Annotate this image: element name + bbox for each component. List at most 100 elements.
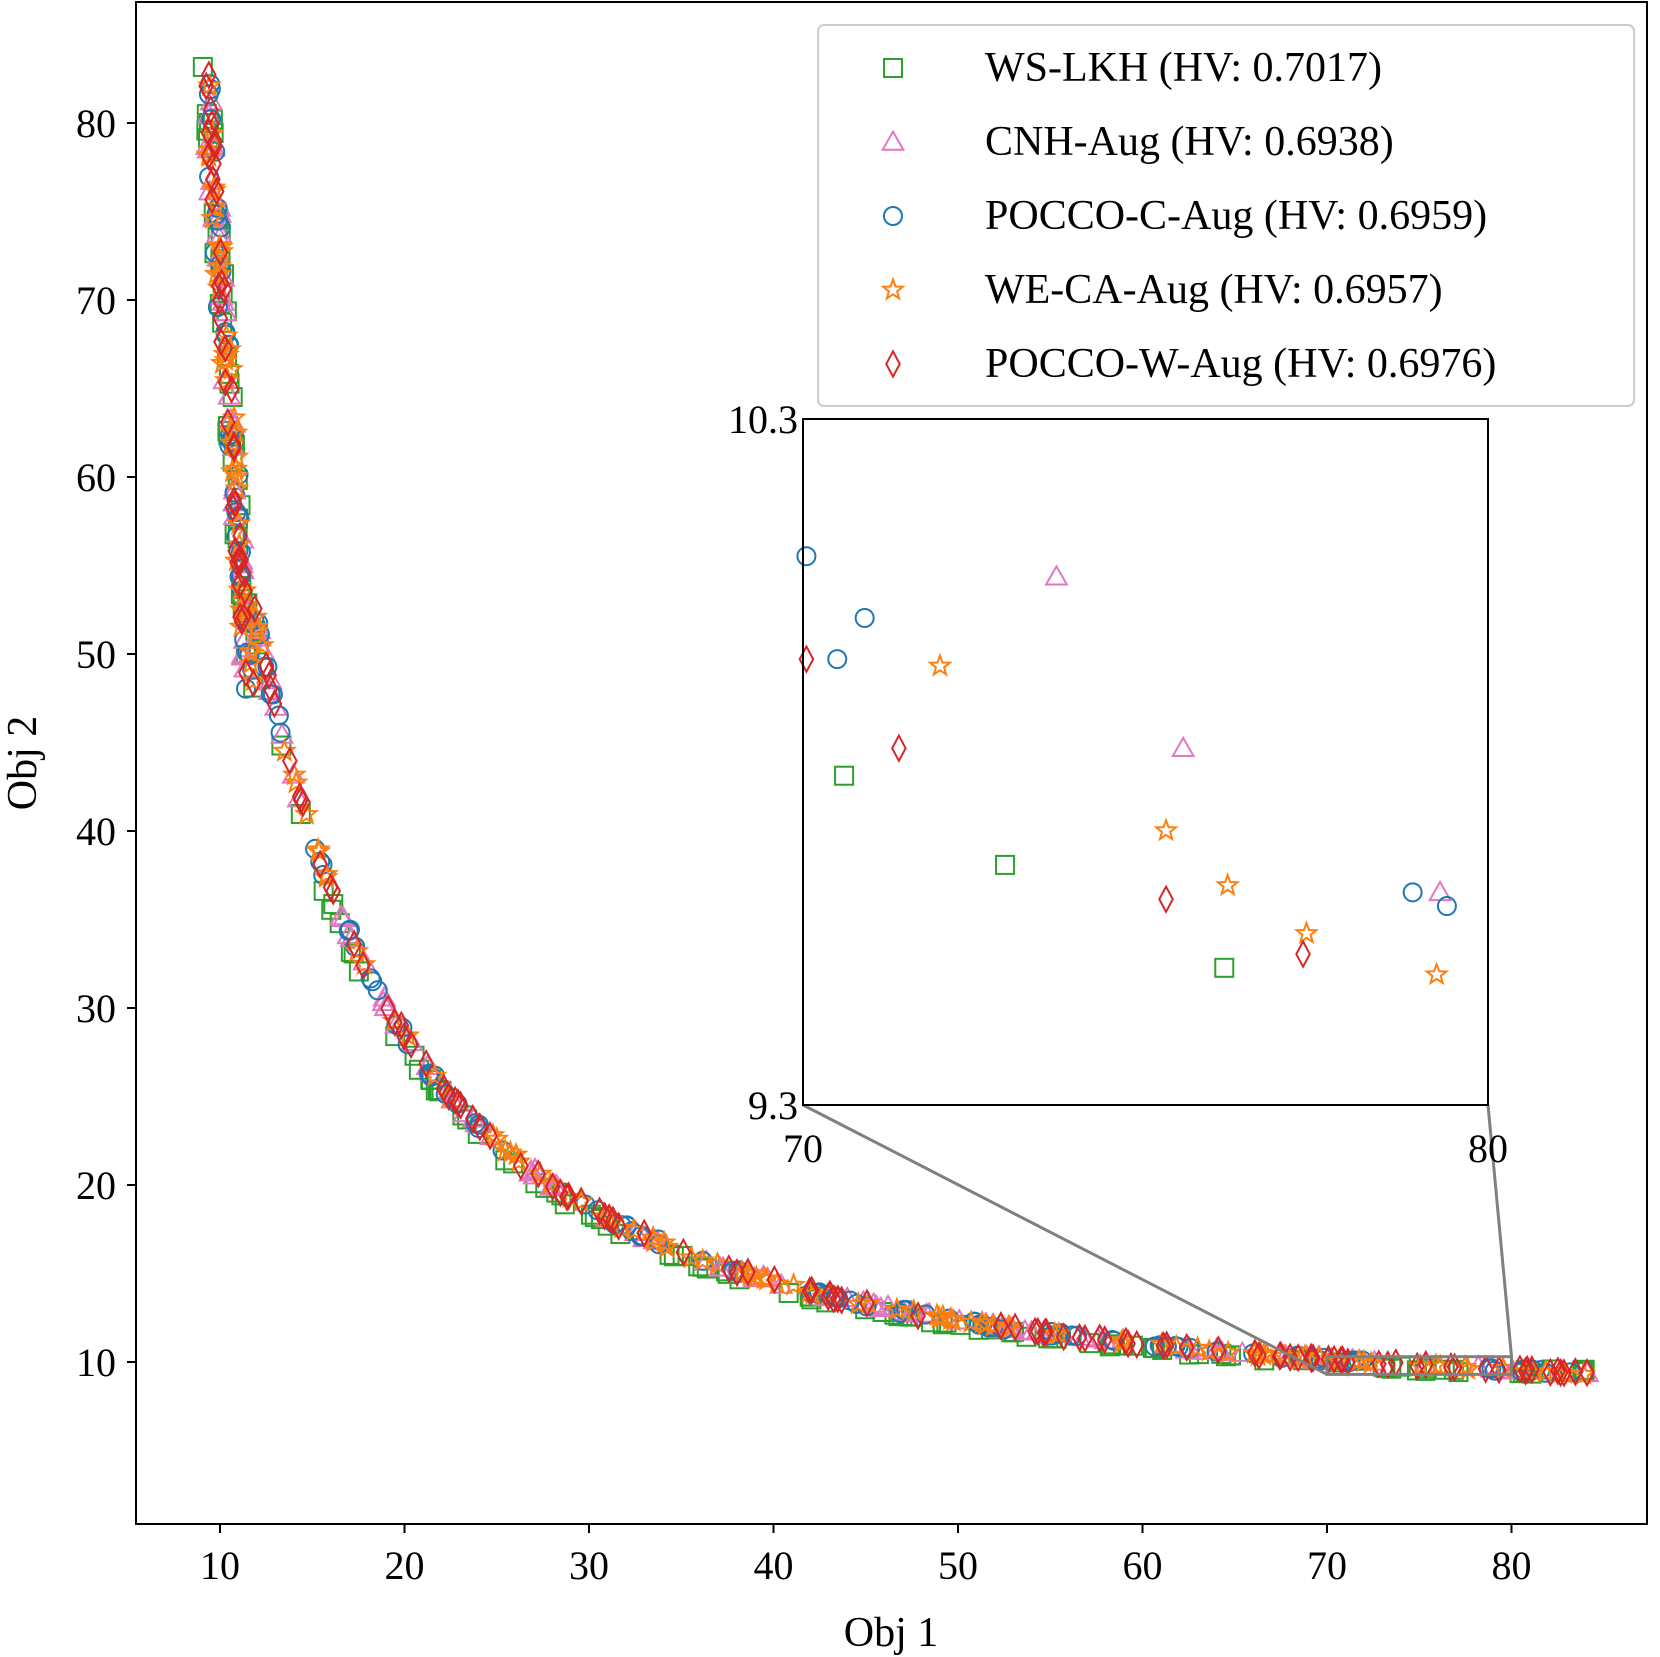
point-pocco-w-aug xyxy=(210,271,227,301)
point-we-ca-aug xyxy=(1185,1334,1211,1359)
inset-point-we-ca-aug xyxy=(927,652,953,677)
point-pocco-w-aug xyxy=(1579,1357,1595,1388)
point-pocco-w-aug xyxy=(226,433,242,463)
point-we-ca-aug xyxy=(1196,1337,1222,1362)
y-tick-label: 30 xyxy=(76,986,116,1031)
point-pocco-w-aug xyxy=(820,1281,837,1312)
point-pocco-w-aug xyxy=(1409,1351,1426,1382)
point-we-ca-aug xyxy=(207,232,233,257)
point-pocco-w-aug xyxy=(833,1285,850,1315)
main-scatter-points xyxy=(192,56,1600,1388)
point-we-ca-aug xyxy=(232,577,258,602)
point-pocco-w-aug xyxy=(1567,1357,1584,1387)
point-pocco-w-aug xyxy=(1303,1344,1320,1374)
point-pocco-w-aug xyxy=(355,950,371,980)
zoom-region-box xyxy=(802,1103,1513,1376)
point-pocco-w-aug xyxy=(1556,1358,1572,1388)
point-we-ca-aug xyxy=(1358,1350,1384,1375)
y-tick-label: 60 xyxy=(76,455,116,500)
inset-xtick-right: 80 xyxy=(1468,1126,1508,1171)
point-pocco-w-aug xyxy=(675,1237,692,1268)
point-we-ca-aug xyxy=(240,667,266,692)
inset-point-ws-lkh xyxy=(834,765,855,786)
inset-ytick-bottom: 9.3 xyxy=(748,1083,798,1128)
point-pocco-w-aug xyxy=(226,430,242,461)
point-pocco-c-aug xyxy=(1144,1336,1165,1357)
point-pocco-w-aug xyxy=(1007,1312,1024,1342)
inset-point-ws-lkh xyxy=(995,854,1016,875)
point-pocco-w-aug xyxy=(1071,1322,1088,1353)
legend: WS-LKH (HV: 0.7017) CNH-Aug (HV: 0.6938)… xyxy=(817,24,1635,407)
inset-point-pocco-w-aug xyxy=(1295,939,1311,969)
inset-point-pocco-c-aug xyxy=(1436,896,1457,917)
point-pocco-w-aug xyxy=(1120,1329,1136,1359)
point-cnh-aug xyxy=(329,904,354,926)
point-we-ca-aug xyxy=(1215,1339,1241,1364)
point-pocco-w-aug xyxy=(204,185,220,215)
point-pocco-w-aug xyxy=(801,1276,818,1306)
point-pocco-w-aug xyxy=(403,1029,419,1060)
point-pocco-w-aug xyxy=(1178,1332,1195,1363)
point-pocco-w-aug xyxy=(208,176,225,207)
point-pocco-w-aug xyxy=(204,164,221,195)
point-pocco-w-aug xyxy=(200,60,217,90)
inset-ytick-top: 10.3 xyxy=(728,397,798,442)
point-pocco-w-aug xyxy=(464,1103,481,1134)
point-pocco-w-aug xyxy=(231,544,248,575)
point-pocco-w-aug xyxy=(1027,1316,1043,1347)
point-pocco-c-aug xyxy=(1102,1330,1123,1351)
point-pocco-w-aug xyxy=(237,657,254,688)
point-pocco-w-aug xyxy=(910,1301,926,1331)
point-pocco-w-aug xyxy=(1029,1316,1046,1347)
point-pocco-w-aug xyxy=(393,1010,410,1041)
legend-entry-cnh-aug: CNH-Aug (HV: 0.6938) xyxy=(985,119,1394,165)
y-tick-label: 70 xyxy=(76,278,116,323)
point-pocco-w-aug xyxy=(450,1088,466,1118)
point-we-ca-aug xyxy=(207,234,234,259)
point-we-ca-aug xyxy=(199,204,226,229)
point-we-ca-aug xyxy=(313,861,339,886)
point-pocco-w-aug xyxy=(596,1201,613,1231)
point-pocco-w-aug xyxy=(859,1288,875,1318)
point-ws-lkh xyxy=(313,880,334,901)
point-we-ca-aug xyxy=(640,1224,666,1249)
point-pocco-w-aug xyxy=(281,746,298,776)
point-pocco-w-aug xyxy=(766,1264,783,1295)
point-cnh-aug xyxy=(269,722,295,744)
point-we-ca-aug xyxy=(218,429,244,454)
inset-xtick-left: 70 xyxy=(783,1126,823,1171)
point-pocco-w-aug xyxy=(447,1085,464,1116)
inset-point-pocco-w-aug xyxy=(798,644,815,674)
point-pocco-w-aug xyxy=(233,606,250,636)
point-we-ca-aug xyxy=(884,1296,910,1321)
point-pocco-w-aug xyxy=(452,1090,469,1120)
point-pocco-w-aug xyxy=(573,1186,590,1216)
point-we-ca-aug xyxy=(207,260,233,286)
point-pocco-w-aug xyxy=(219,407,236,438)
inset-point-we-ca-aug xyxy=(1215,872,1241,897)
x-tick-label: 50 xyxy=(938,1543,978,1588)
inset-scatter-points xyxy=(796,546,1457,986)
point-pocco-w-aug xyxy=(1246,1338,1263,1368)
point-pocco-w-aug xyxy=(200,141,217,171)
main-axis-ticks: 10 20 30 40 50 60 70 80 10 20 30 40 50 60 70 80 xyxy=(76,101,1532,1588)
point-we-ca-aug xyxy=(219,458,245,483)
x-tick-label: 40 xyxy=(754,1543,794,1588)
point-pocco-w-aug xyxy=(202,94,219,125)
point-cnh-aug xyxy=(371,990,396,1012)
y-tick-label: 50 xyxy=(76,632,116,677)
point-pocco-w-aug xyxy=(246,594,263,624)
point-pocco-w-aug xyxy=(1443,1351,1459,1382)
point-we-ca-aug xyxy=(503,1141,529,1166)
point-we-ca-aug xyxy=(743,1264,769,1289)
point-we-ca-aug xyxy=(207,253,233,278)
x-tick-label: 70 xyxy=(1307,1543,1347,1588)
x-axis-label: Obj 1 xyxy=(844,1610,939,1656)
point-pocco-w-aug xyxy=(291,781,308,812)
point-pocco-w-aug xyxy=(1552,1357,1569,1388)
point-pocco-w-aug xyxy=(1055,1322,1072,1352)
point-pocco-w-aug xyxy=(435,1073,452,1103)
point-pocco-w-aug xyxy=(636,1218,653,1248)
point-pocco-w-aug xyxy=(206,149,222,179)
zoom-region-rect xyxy=(1325,1355,1513,1376)
